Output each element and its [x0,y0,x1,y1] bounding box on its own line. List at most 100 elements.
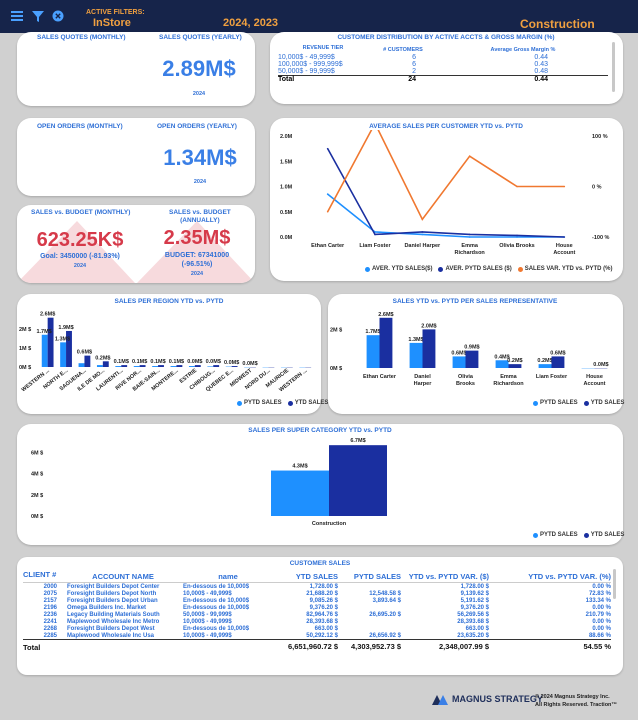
col-account-name[interactable]: ACCOUNT NAME [63,570,183,583]
customer-sales-row[interactable]: 2157 Foresight Builders Depot Urban En-des… [23,597,611,604]
pytd-cell: 12,548.58 $ [369,590,401,597]
legend-item-ytd[interactable]: YTD SALES [287,400,328,406]
region-bar-pytd [188,366,195,367]
budget-annual-value: 2.35M$ [163,227,231,249]
customer-sales-row[interactable]: 2268 Foresight Builders Depot West En-dess… [23,625,611,632]
legend-item-ytd[interactable]: YTD SALES [583,400,624,406]
super-chart-legend: PYTD SALES YTD SALES [533,532,624,538]
rep-sales-card: SALES YTD vs. PYTD PER SALES REPRESENTAT… [328,294,624,414]
legend-item-pytd[interactable]: AVER. PYTD SALES ($) [438,266,512,272]
col-var-dollar[interactable]: YTD vs. PYTD VAR. ($) [401,570,489,583]
col-pytd-sales[interactable]: PYTD SALES [338,570,401,583]
hamburger-icon[interactable] [11,9,23,23]
sales-var-line-point [468,155,471,157]
client-number-cell: 2157 [43,597,57,604]
top-bar: ACTIVE FILTERS: InStore 2024, 2023 Const… [0,0,638,33]
tier-cell: 10,000$ - 49,999$ [278,54,335,61]
orders-year: 2024 [193,179,207,185]
region-bar-pytd [207,366,214,367]
count-cell: 6 [412,54,416,61]
brand-name: MAGNUS STRATEGY [452,694,543,704]
right-axis-tick: 0 % [592,185,602,191]
pytd-cell [338,625,401,632]
customer-sales-row[interactable]: 2000 Foresight Builders Depot Center En-de… [23,583,611,591]
col-name[interactable]: name [183,570,273,583]
rep-data-label: 0.2M$ [507,358,522,364]
legend-item-var[interactable]: SALES VAR. YTD vs. PYTD (%) [517,266,613,272]
region-bar-ytd [176,365,183,367]
col-customers[interactable]: # CUSTOMERS [383,46,423,53]
pytd-cell: 3,893.64 $ [372,597,401,604]
col-gross-margin[interactable]: Average Gross Margin % [490,46,556,53]
distribution-header-row: REVENUE TIER # CUSTOMERS Average Gross M… [278,45,608,54]
var-percent-cell: 133.34 % [585,597,611,604]
close-circle-icon[interactable] [52,9,64,23]
y-axis-tick: 2M $ [330,327,342,333]
customer-sales-row[interactable]: 2241 Maplewood Wholesale Inc Metro 10,000$… [23,618,611,625]
ytd-cell: 28,393.68 $ [306,618,338,625]
region-data-label: 1.9M$ [58,325,73,331]
customer-sales-title: CUSTOMER SALES [289,560,351,567]
customer-sales-row[interactable]: 2075 Foresight Builders Depot North 10,000… [23,590,611,597]
customer-sales-row[interactable]: 2236 Legacy Building Materials South 50,00… [23,611,611,618]
copyright-line-1: © 2024 Magnus Strategy Inc. [535,694,610,700]
rep-chart-title: SALES YTD vs. PYTD PER SALES REPRESENTAT… [392,298,558,305]
sales-var-line-point [516,185,518,188]
super-bar-pytd [271,470,329,516]
y-axis-tick: 0M $ [31,514,43,520]
sales-var-line-point [421,218,424,221]
super-category-chart: 6M $ 4M $ 2M $ 0M $ 4.3M$ 6.7M$ Construction [31,438,387,527]
left-axis-tick: 0.5M [280,210,293,216]
x-axis-label: Olivia [458,374,474,380]
rep-data-label: 2.0M$ [421,323,436,329]
col-revenue-tier[interactable]: REVENUE TIER [302,45,344,51]
ytd-cell: 82,964.76 $ [306,611,338,618]
client-number-cell: 2241 [43,618,57,625]
customer-sales-row[interactable]: 2285 Maplewood Wholesale Inc Usa 10,000$ -… [23,632,611,640]
rep-bar-ytd [508,364,522,368]
x-axis-label: Liam Foster [359,243,391,249]
customer-sales-row[interactable]: 2196 Omega Builders Inc. Market En-dessous… [23,604,611,611]
margin-cell: 0.43 [534,61,548,68]
distribution-row[interactable]: 100,000$ - 999,999$ 6 0.43 [278,61,608,68]
super-category-card: SALES PER SUPER CATEGORY YTD vs. PYTD 6M… [17,424,624,545]
quotes-year: 2024 [192,91,206,97]
legend-item-pytd[interactable]: PYTD SALES [533,400,578,406]
distribution-scrollbar[interactable] [612,42,615,92]
x-axis-label: House [556,243,573,249]
col-client-number[interactable]: CLIENT # [23,570,63,583]
col-ytd-sales[interactable]: YTD SALES [273,570,338,583]
distribution-row[interactable]: 10,000$ - 49,999$ 6 0.44 [278,54,608,61]
account-name-cell: Legacy Building Materials South [67,611,160,618]
legend-item-pytd[interactable]: PYTD SALES [237,400,282,406]
quotes-monthly-label: SALES QUOTES (MONTHLY) [37,34,126,41]
x-axis-label: House [586,374,603,380]
y-axis-tick: 2M $ [31,493,43,499]
avg-ytd-line-point [421,233,424,236]
rep-chart-legend: PYTD SALES YTD SALES [533,400,624,406]
region-chart-legend: PYTD SALES YTD SALES [237,400,328,406]
ytd-cell: 1,728.00 $ [309,583,338,590]
y-axis-tick: 4M $ [31,472,43,478]
pytd-cell: 26,656.92 $ [369,632,401,639]
distribution-row[interactable]: 50,000$ - 99,999$ 2 0.48 [278,68,608,76]
orders-value: 1.34M$ [163,145,237,170]
x-axis-label: Richardson [493,381,524,387]
legend-item-pytd[interactable]: PYTD SALES [533,532,578,538]
magnus-triangle-logo-icon [432,695,448,705]
customer-sales-scrollbar[interactable] [613,569,616,599]
active-filters-label: ACTIVE FILTERS: [86,9,145,16]
filter-store: InStore [93,17,131,29]
funnel-icon[interactable] [32,9,44,23]
right-axis-tick: -100 % [592,235,610,241]
rep-bar-pytd [452,356,466,368]
region-bar-pytd [133,366,140,367]
region-bar-pytd [170,366,177,367]
col-var-percent[interactable]: YTD vs. PYTD VAR. (%) [489,570,611,583]
y-axis-tick: 2M $ [19,327,31,333]
legend-item-ytd[interactable]: AVER. YTD SALES($) [365,266,432,272]
super-data-label: 4.3M$ [292,464,307,470]
var-percent-cell: 0.00 % [592,604,611,611]
legend-item-ytd[interactable]: YTD SALES [583,532,624,538]
distribution-title: CUSTOMER DISTRIBUTION BY ACTIVE ACCTS & … [337,34,555,41]
